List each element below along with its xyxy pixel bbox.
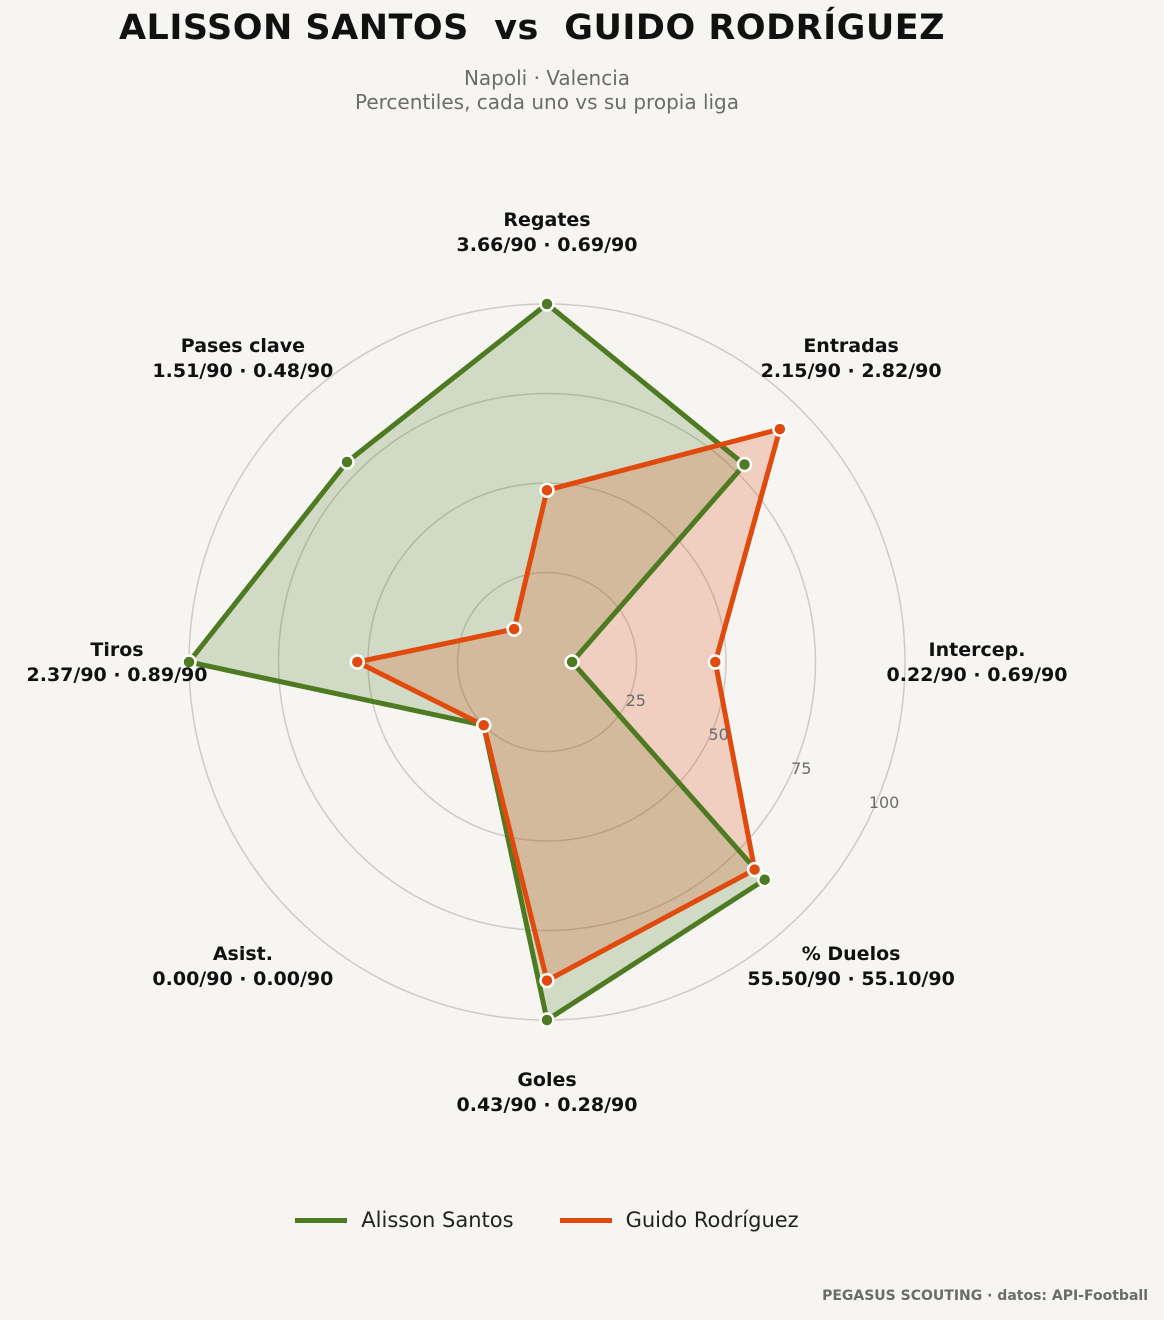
radial-tick-label-25: 25: [626, 691, 646, 710]
axis-label-name-2: Intercep.: [929, 639, 1026, 661]
grid-circle-75: [277, 392, 817, 932]
chart-subtitle-description: Percentiles, cada uno vs su propia liga: [354, 90, 740, 114]
radar-series: [181, 296, 788, 1028]
axis-label-values-6: 2.37/90 · 0.89/90: [27, 664, 208, 686]
axis-label-name-4: Goles: [517, 1069, 576, 1091]
series-0-point-1: [736, 456, 753, 473]
series-area-1: [357, 429, 780, 981]
footer-credit: PEGASUS SCOUTING · datos: API-Football: [822, 1288, 1148, 1304]
series-0-point-0: [539, 296, 555, 312]
axis-label-name-1: Entradas: [803, 335, 899, 357]
series-0-point-6: [181, 654, 197, 670]
legend-item-alisson-santos: Alisson Santos: [295, 1208, 514, 1232]
series-1-point-1: [772, 421, 788, 437]
series-1-point-4: [539, 972, 555, 989]
grid-circle-25: [456, 571, 638, 753]
series-0-point-4: [539, 1012, 555, 1028]
axis-label-values-5: 0.00/90 · 0.00/90: [152, 968, 333, 990]
radar-chart: 25 50 75 100 Regates 3.66/90 · 0.69/90 Entrad…: [27, 209, 1068, 1116]
series-1-point-5: [475, 717, 492, 734]
axis-label-name-0: Regates: [503, 209, 590, 231]
axis-label-values-0: 3.66/90 · 0.69/90: [457, 234, 638, 256]
axis-label-values-4: 0.43/90 · 0.28/90: [457, 1094, 638, 1116]
axis-label-name-3: % Duelos: [802, 943, 901, 965]
series-1-point-6: [349, 654, 366, 670]
radial-tick-label-50: 50: [708, 725, 728, 744]
axis-label-name-6: Tiros: [90, 639, 143, 661]
series-0-point-7: [339, 454, 355, 470]
radial-ticks: 25 50 75 100: [626, 691, 900, 812]
series-1-point-2: [707, 654, 724, 670]
legend-label-guido-rodriguez: Guido Rodríguez: [625, 1208, 799, 1232]
series-1-point-0: [539, 482, 555, 498]
series-1-point-3: [746, 861, 763, 878]
legend-swatch-alisson-santos: [295, 1217, 348, 1223]
axis-label-values-7: 1.51/90 · 0.48/90: [152, 360, 333, 382]
legend-swatch-guido-rodriguez: [559, 1217, 612, 1223]
chart-subtitle-teams: Napoli · Valencia: [463, 66, 631, 90]
radial-tick-label-75: 75: [791, 759, 811, 778]
axis-label-values-2: 0.22/90 · 0.69/90: [887, 664, 1068, 686]
series-0-point-3: [756, 871, 773, 888]
axis-label-name-7: Pases clave: [181, 335, 305, 357]
legend: Alisson Santos Guido Rodríguez: [0, 1208, 1094, 1232]
axis-label-values-3: 55.50/90 · 55.10/90: [747, 968, 954, 990]
legend-item-guido-rodriguez: Guido Rodríguez: [559, 1208, 799, 1232]
axis-labels: Regates 3.66/90 · 0.69/90 Entradas 2.15/90 …: [27, 209, 1068, 1116]
chart-title: ALISSON SANTOS vs GUIDO RODRÍGUEZ: [118, 8, 946, 48]
axis-label-values-1: 2.15/90 · 2.82/90: [761, 360, 942, 382]
axis-label-name-5: Asist.: [213, 943, 273, 965]
series-0-point-2: [564, 654, 580, 670]
legend-label-alisson-santos: Alisson Santos: [361, 1208, 514, 1232]
radial-tick-label-100: 100: [869, 793, 900, 812]
series-1-point-7: [506, 621, 522, 637]
